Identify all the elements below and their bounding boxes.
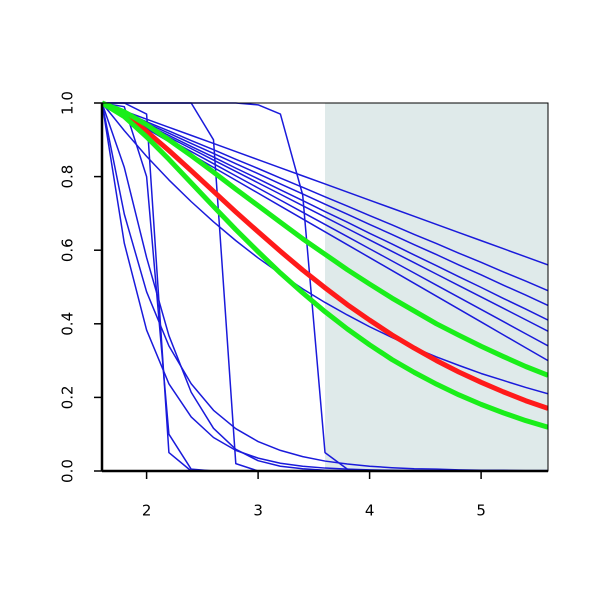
series-line <box>102 100 548 430</box>
series-line <box>102 102 548 307</box>
x-tick-label: 3 <box>253 502 263 520</box>
y-tick-label: 0.4 <box>59 312 77 336</box>
x-tick-label: 2 <box>142 502 152 520</box>
y-tick-label: 0.2 <box>59 385 77 409</box>
x-tick-label: 5 <box>476 502 486 520</box>
y-tick-label: 0.0 <box>59 459 77 483</box>
series-line <box>102 102 548 321</box>
series-line <box>102 102 548 395</box>
y-tick-label: 0.8 <box>59 165 77 189</box>
series-line <box>102 100 548 411</box>
series-line <box>102 102 548 266</box>
y-tick-label: 1.0 <box>59 91 77 115</box>
series-line <box>102 100 548 378</box>
x-tick-label: 4 <box>365 502 375 520</box>
series-line <box>102 102 548 292</box>
series-line <box>102 102 548 332</box>
shaded-region <box>325 103 548 471</box>
y-tick-label: 0.6 <box>59 238 77 262</box>
